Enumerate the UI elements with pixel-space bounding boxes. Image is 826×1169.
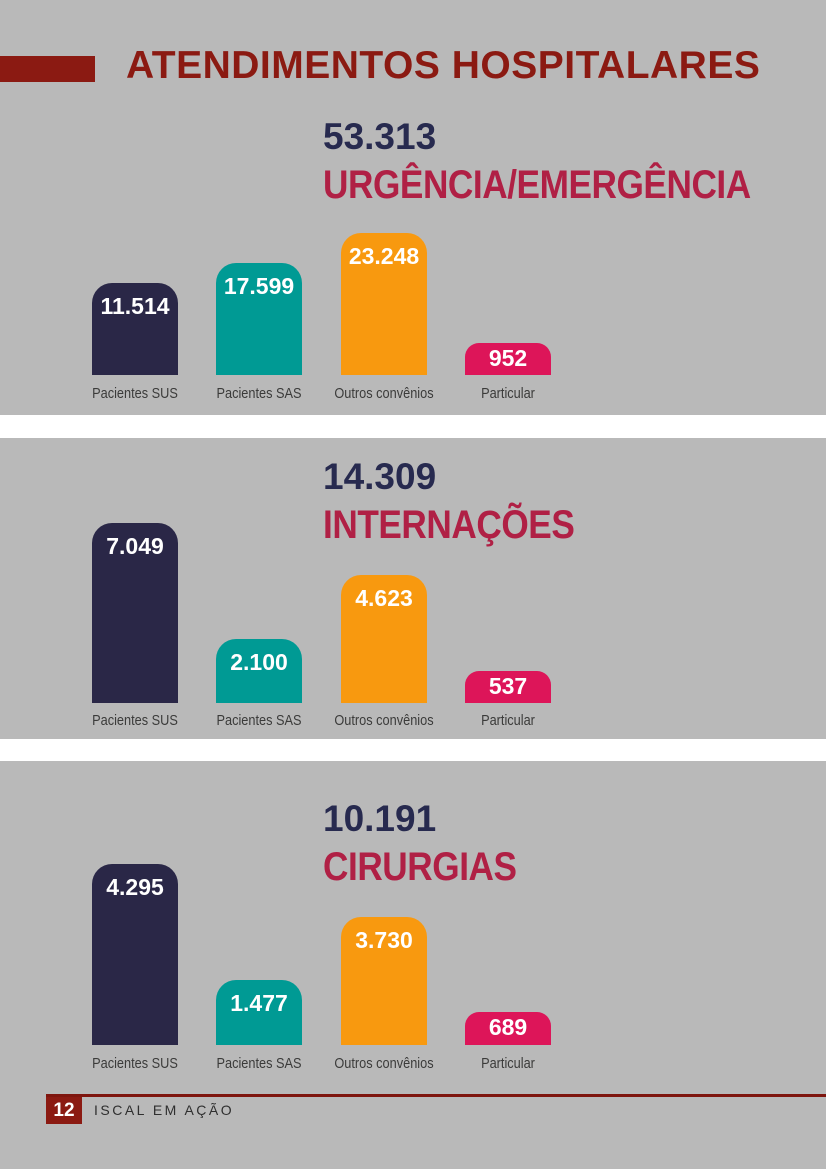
headline-urgencia: 53.313 URGÊNCIA/EMERGÊNCIA [323, 118, 809, 205]
bar-column: 23.248 [341, 233, 427, 375]
section-subtitle: CIRURGIAS [323, 845, 517, 889]
bar-pacientes-sas: 17.599 [216, 263, 302, 375]
section-subtitle: INTERNAÇÕES [323, 503, 575, 547]
section-total: 53.313 [323, 116, 437, 157]
bar-column: 11.514 [92, 283, 178, 375]
headline-cirurgias: 10.191 CIRURGIAS [323, 800, 543, 887]
bar-category-label: Outros convênios [334, 712, 434, 729]
bar-column: 4.623 [341, 575, 427, 703]
bar-value: 3.730 [355, 927, 413, 953]
page-number-badge: 12 [46, 1097, 82, 1124]
bar-value: 689 [488, 1014, 528, 1040]
section-total: 10.191 [323, 798, 437, 839]
bar-column: 7.049 [92, 523, 178, 703]
bar-outros-convenios: 4.623 [341, 575, 427, 703]
bar-value: 2.100 [230, 649, 288, 675]
title-accent-bar [0, 56, 95, 82]
bar-value: 23.248 [348, 243, 420, 269]
bar-outros-convenios: 23.248 [341, 233, 427, 375]
bar-value: 4.623 [355, 585, 413, 611]
bar-value: 11.514 [100, 293, 170, 319]
bar-category-label: Particular [481, 712, 535, 729]
bar-category-label: Pacientes SUS [92, 1055, 178, 1072]
bar-value: 4.295 [106, 874, 164, 900]
section-total: 14.309 [323, 456, 437, 497]
bar-particular: 952 [465, 343, 551, 375]
bar-particular: 689 [465, 1012, 551, 1045]
bar-column: 952 [465, 343, 551, 375]
bar-column: 689 [465, 1012, 551, 1045]
bar-category-label: Pacientes SAS [216, 1055, 302, 1072]
bar-category-label: Pacientes SAS [216, 712, 302, 729]
bar-column: 537 [465, 671, 551, 703]
bar-column: 2.100 [216, 639, 302, 703]
bar-category-label: Pacientes SUS [92, 385, 178, 402]
bar-category-label: Particular [481, 1055, 535, 1072]
bar-category-label: Outros convênios [334, 1055, 434, 1072]
section-subtitle: URGÊNCIA/EMERGÊNCIA [323, 163, 751, 207]
bar-value: 7.049 [106, 533, 164, 559]
bar-category-label: Pacientes SAS [216, 385, 302, 402]
bar-pacientes-sus: 11.514 [92, 283, 178, 375]
bar-category-label: Outros convênios [334, 385, 434, 402]
bar-pacientes-sas: 2.100 [216, 639, 302, 703]
bar-column: 4.295 [92, 864, 178, 1045]
bar-value: 17.599 [223, 273, 295, 299]
bar-particular: 537 [465, 671, 551, 703]
bar-pacientes-sus: 4.295 [92, 864, 178, 1045]
bar-pacientes-sus: 7.049 [92, 523, 178, 703]
bar-column: 1.477 [216, 980, 302, 1045]
footer-rule [46, 1094, 826, 1097]
page-title: ATENDIMENTOS HOSPITALARES [126, 44, 761, 87]
bar-category-label: Particular [481, 385, 535, 402]
bar-column: 17.599 [216, 263, 302, 375]
headline-internacoes: 14.309 INTERNAÇÕES [323, 458, 609, 545]
bar-column: 3.730 [341, 917, 427, 1045]
footer-brand-text: ISCAL EM AÇÃO [94, 1102, 235, 1118]
bar-pacientes-sas: 1.477 [216, 980, 302, 1045]
bar-value: 952 [488, 345, 528, 371]
bar-value: 537 [488, 673, 528, 699]
bar-outros-convenios: 3.730 [341, 917, 427, 1045]
bar-category-label: Pacientes SUS [92, 712, 178, 729]
bar-value: 1.477 [230, 990, 288, 1016]
